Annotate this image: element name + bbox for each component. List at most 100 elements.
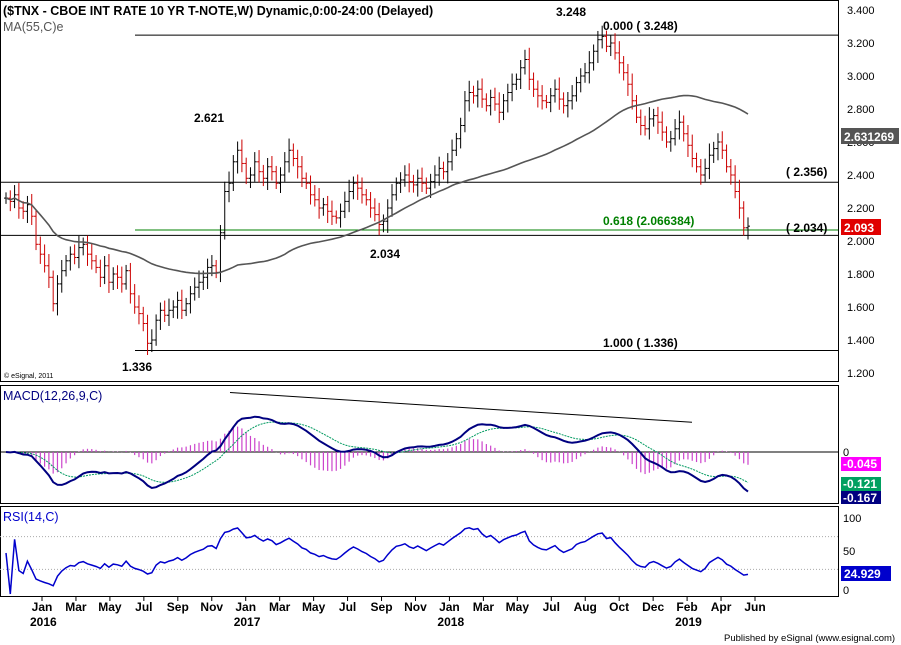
ohlc-bar xyxy=(244,157,249,185)
ohlc-bar xyxy=(38,236,43,264)
month-label: Jun xyxy=(744,600,765,614)
ohlc-bar xyxy=(462,91,467,133)
ohlc-bar xyxy=(184,297,189,317)
ohlc-bar xyxy=(715,133,720,161)
ma-value-badge xyxy=(841,128,899,144)
ohlc-bar xyxy=(46,254,51,289)
axis-labels: 3.4003.2003.0002.8002.6002.4002.2002.000… xyxy=(30,5,875,629)
price-tick-label: 2.000 xyxy=(847,236,875,248)
ohlc-bar xyxy=(342,191,347,219)
month-label: Mar xyxy=(65,600,87,614)
ohlc-bar xyxy=(685,125,690,158)
signal-badge xyxy=(841,477,881,491)
ohlc-bar xyxy=(304,172,309,190)
ohlc-bar xyxy=(673,119,678,146)
ohlc-bar xyxy=(454,132,459,157)
ohlc-bar xyxy=(655,106,660,134)
price-tick-label: 3.000 xyxy=(847,71,875,83)
ohlc-bar xyxy=(377,202,382,236)
ohlc-bar xyxy=(467,80,472,112)
month-label: May xyxy=(302,600,326,614)
month-label: Sep xyxy=(371,600,393,614)
ohlc-bar xyxy=(437,156,442,186)
signal-value: -0.121 xyxy=(843,477,877,491)
ohlc-bar xyxy=(402,165,407,187)
ohlc-bar xyxy=(420,167,425,192)
ohlc-bar xyxy=(188,286,193,314)
ohlc-bar xyxy=(501,93,506,121)
last-price-badge xyxy=(841,219,881,235)
ohlc-bar xyxy=(59,259,64,293)
ohlc-bar xyxy=(51,270,56,312)
ohlc-bar xyxy=(308,175,313,205)
ohlc-bar xyxy=(385,199,390,233)
ohlc-bar xyxy=(428,173,433,198)
ohlc-bar xyxy=(587,51,592,84)
ohlc-bar xyxy=(608,35,613,57)
ohlc-bar xyxy=(338,203,343,228)
month-label: Feb xyxy=(676,600,697,614)
ohlc-bar xyxy=(64,255,69,277)
ohlc-bar xyxy=(299,156,304,188)
price-tick-label: 1.800 xyxy=(847,269,875,281)
year-label: 2017 xyxy=(234,615,261,629)
ohlc-bar xyxy=(535,80,540,108)
ohlc-bar xyxy=(625,63,630,96)
ohlc-bar xyxy=(668,130,673,152)
ohlc-bar xyxy=(98,259,103,288)
price-tick-label: 1.200 xyxy=(847,368,875,380)
ohlc-bar xyxy=(407,163,412,193)
ohlc-bar xyxy=(595,30,600,63)
ohlc-bar xyxy=(578,68,583,93)
ohlc-bar xyxy=(634,94,639,124)
ohlc-bar xyxy=(269,156,274,181)
ohlc-bar xyxy=(257,150,262,183)
ohlc-bar xyxy=(145,314,150,356)
ohlc-bar xyxy=(638,109,643,136)
ohlc-bar xyxy=(733,165,738,199)
ohlc-bar xyxy=(518,59,523,90)
ma-value-text: 2.631269 xyxy=(844,130,894,144)
level-lines xyxy=(0,34,838,352)
ohlc-bar xyxy=(179,289,184,320)
rsi-tick-0: 0 xyxy=(843,585,849,597)
ohlc-bar xyxy=(329,200,334,225)
ohlc-bar xyxy=(227,171,232,203)
ohlc-bar xyxy=(651,108,656,127)
macd-series xyxy=(0,392,838,493)
macd-badge xyxy=(841,491,881,504)
ohlc-bar xyxy=(441,161,446,180)
ohlc-bar xyxy=(141,306,146,332)
chart-title: ($TNX - CBOE INT RATE 10 YR T-NOTE,W) Dy… xyxy=(3,4,433,18)
ohlc-bar xyxy=(171,300,176,319)
ohlc-bar xyxy=(617,41,622,74)
rsi-tick-50: 50 xyxy=(843,546,855,558)
ohlc-bar xyxy=(175,291,180,319)
ohlc-bar xyxy=(252,152,257,182)
ohlc-bar xyxy=(544,94,549,109)
price-tick-label: 2.400 xyxy=(847,170,875,182)
ohlc-bar xyxy=(492,87,497,111)
month-label: Oct xyxy=(609,600,629,614)
ohlc-bar xyxy=(600,25,605,49)
ohlc-bar xyxy=(372,198,377,222)
ohlc-bar xyxy=(235,141,240,174)
histogram-badge xyxy=(841,457,881,471)
ohlc-bar xyxy=(154,314,159,346)
ohlc-bar xyxy=(514,73,519,91)
ohlc-bar xyxy=(128,262,133,304)
ohlc-bar xyxy=(505,83,510,113)
ohlc-bar xyxy=(432,165,437,189)
ohlc-bar xyxy=(574,76,579,102)
month-label: Jul xyxy=(135,600,152,614)
ohlc-bar xyxy=(724,144,729,173)
ohlc-bar xyxy=(12,185,17,209)
ohlc-bar xyxy=(239,139,244,173)
year-label: 2016 xyxy=(30,615,57,629)
ohlc-bar xyxy=(347,179,352,213)
ohlc-bar xyxy=(368,191,373,218)
ohlc-bar xyxy=(475,80,480,108)
month-label: Mar xyxy=(269,600,291,614)
ohlc-bar xyxy=(450,139,455,171)
label-low: 1.336 xyxy=(122,360,152,374)
